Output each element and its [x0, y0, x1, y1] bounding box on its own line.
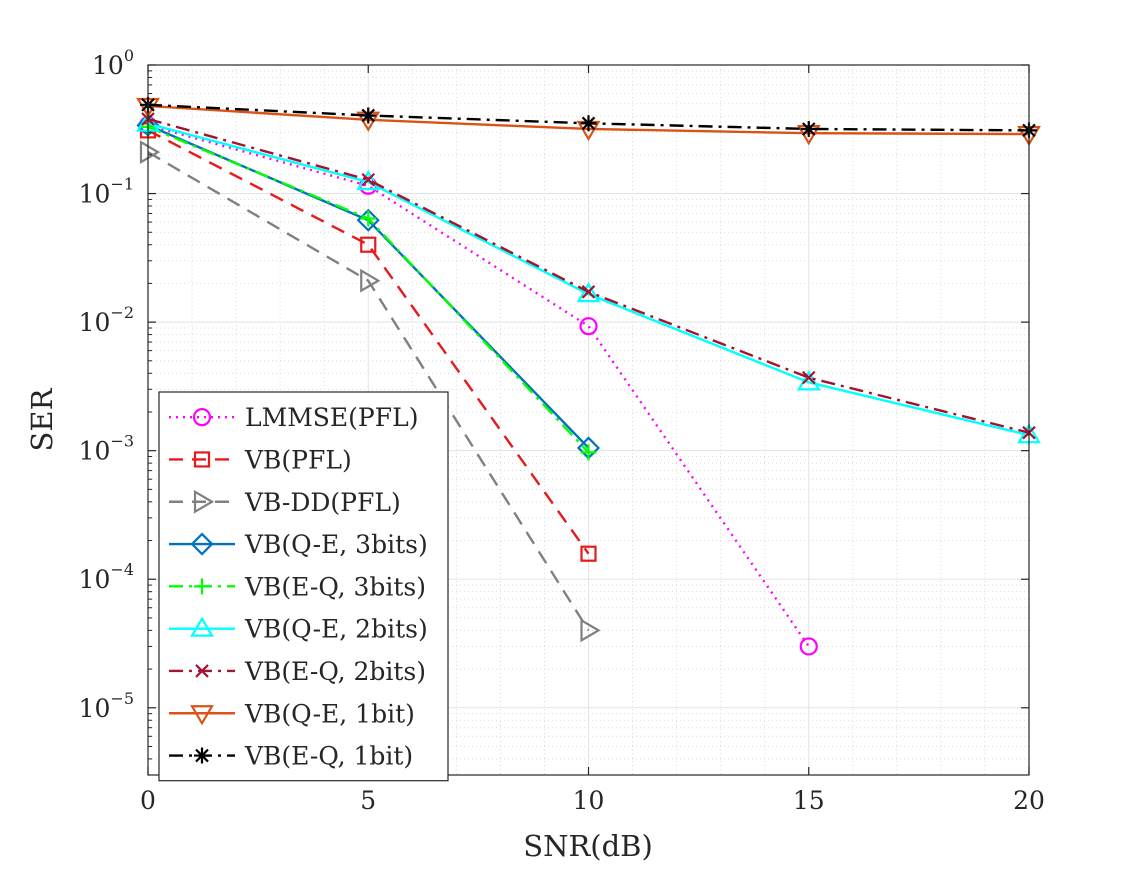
legend-label: VB(E-Q, 1bit)	[244, 742, 413, 771]
data-point	[801, 370, 816, 385]
legend-marker	[194, 747, 210, 764]
x-tick-label: 20	[1013, 786, 1045, 815]
data-point	[580, 115, 597, 132]
data-point	[581, 285, 596, 299]
legend-marker	[190, 532, 214, 556]
legend-marker	[194, 578, 210, 595]
legend-entry: VB(Q-E, 1bit)	[169, 699, 415, 728]
legend-label: VB(E-Q, 3bits)	[244, 572, 426, 601]
legend-entry: VB(E-Q, 1bit)	[169, 742, 413, 771]
legend-label: VB(Q-E, 2bits)	[244, 615, 428, 644]
legend-entry: VB(E-Q, 2bits)	[169, 657, 426, 686]
data-point	[580, 618, 601, 643]
legend-entry: VB(Q-E, 3bits)	[169, 530, 428, 559]
series-2	[139, 140, 601, 643]
data-point	[356, 169, 381, 191]
legend-entry: VB(Q-E, 2bits)	[169, 615, 428, 644]
legend-marker	[190, 705, 214, 726]
x-tick-label: 10	[573, 786, 605, 815]
axes: 0 5 10 15 20 100 10−1 10−2 10−3 10−4 10−5	[79, 46, 1045, 815]
data-point	[360, 210, 377, 227]
x-tick-label: 0	[140, 786, 156, 815]
data-point	[580, 545, 597, 562]
y-tick-label: 10−1	[79, 175, 134, 209]
y-tick-label: 10−2	[79, 303, 134, 337]
legend-entry: VB(PFL)	[169, 445, 352, 474]
data-point	[576, 281, 601, 303]
data-point	[139, 140, 161, 165]
series-line	[147, 129, 590, 555]
data-point	[796, 370, 821, 391]
legend-marker	[193, 489, 215, 514]
data-point	[800, 120, 817, 137]
y-tick-label: 100	[92, 46, 134, 80]
data-point	[580, 444, 597, 461]
legend-marker	[193, 451, 211, 468]
x-tick-label: 5	[360, 786, 376, 815]
series-5	[136, 111, 1041, 444]
legend-label: VB(Q-E, 1bit)	[244, 699, 415, 728]
legend-marker	[190, 616, 214, 637]
data-point	[356, 208, 380, 232]
legend-marker	[195, 664, 209, 678]
data-point	[361, 172, 376, 187]
legend-entry: VB-DD(PFL)	[169, 488, 401, 517]
legend-label: VB(PFL)	[244, 445, 352, 474]
legend-marker	[192, 408, 212, 427]
series-group	[136, 96, 1041, 656]
legend: LMMSE(PFL) VB(PFL) VB-DD(PFL) VB(Q-E, 3bits…	[158, 391, 449, 782]
series-line	[147, 151, 590, 632]
legend-label: LMMSE(PFL)	[245, 403, 418, 432]
data-point	[360, 268, 381, 293]
legend-entry: VB(E-Q, 3bits)	[169, 572, 426, 601]
data-point	[360, 107, 377, 124]
x-axis-title: SNR(dB)	[523, 829, 653, 863]
legend-entry: LMMSE(PFL)	[169, 403, 418, 432]
y-tick-label: 10−4	[79, 560, 134, 594]
series-line	[147, 122, 1030, 437]
y-tick-label: 10−3	[79, 432, 134, 466]
y-axis-title: SER	[25, 387, 59, 451]
data-point	[579, 317, 598, 336]
x-tick-label: 15	[793, 786, 825, 815]
legend-label: VB-DD(PFL)	[244, 488, 401, 517]
data-point	[360, 236, 377, 253]
data-point	[799, 637, 818, 656]
legend-label: VB(E-Q, 2bits)	[244, 657, 426, 686]
y-tick-label: 10−5	[79, 689, 134, 723]
legend-label: VB(Q-E, 3bits)	[244, 530, 428, 559]
